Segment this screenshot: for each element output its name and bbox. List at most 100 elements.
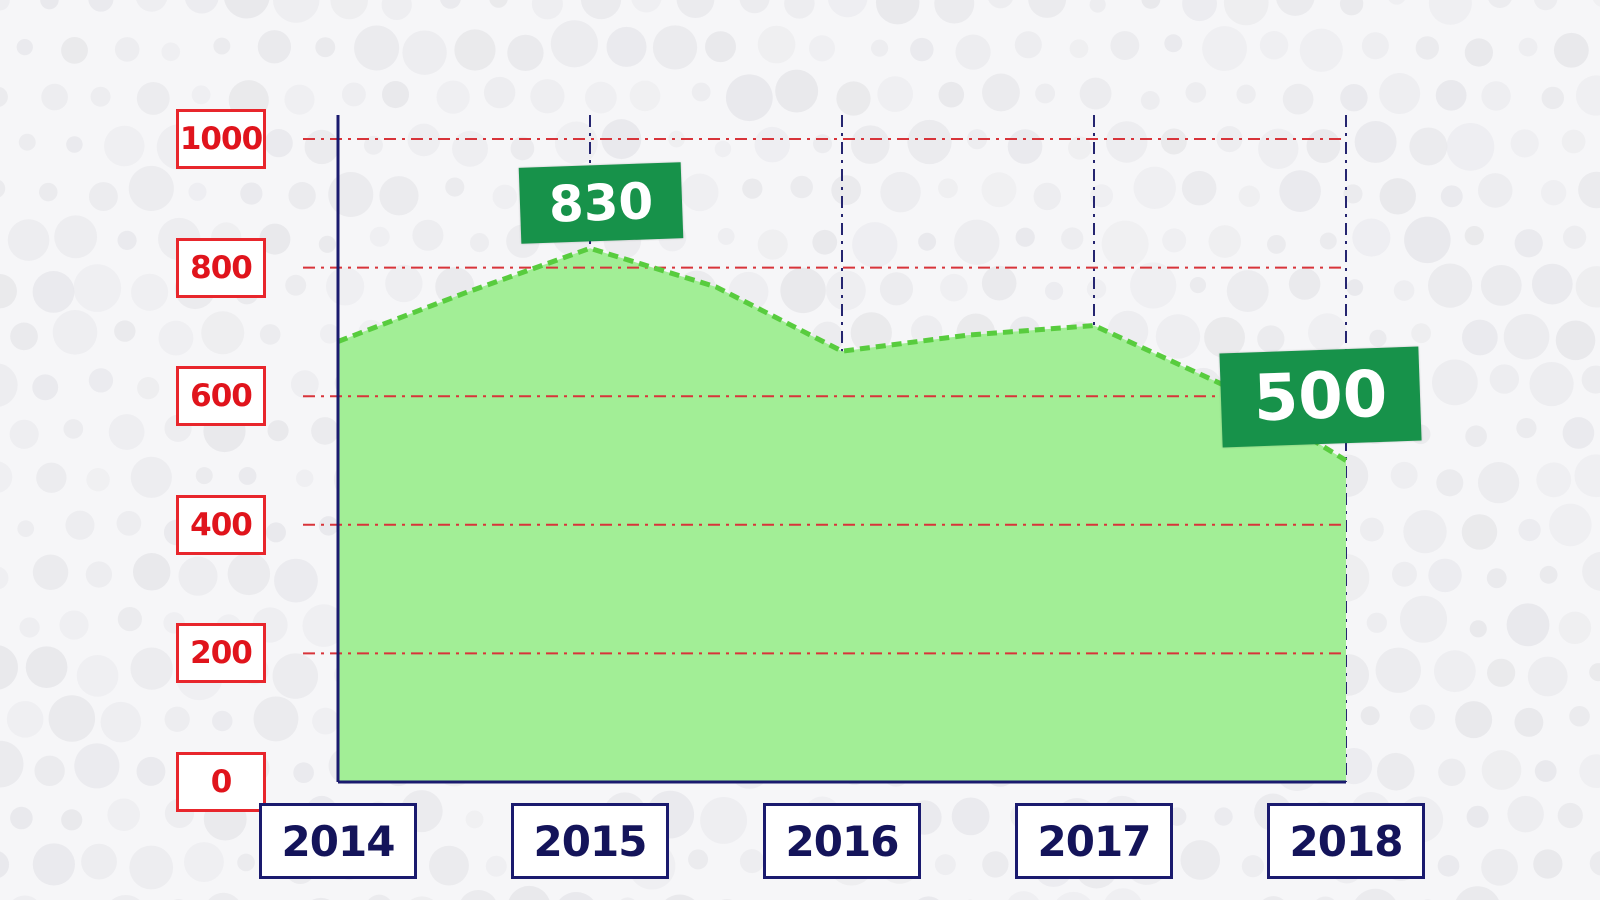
background-dot [1208,225,1242,258]
background-dot [1056,891,1091,900]
background-dot [208,892,239,900]
horizontal-gridlines [303,138,1346,655]
background-dot [530,79,565,114]
background-dot [1531,263,1573,305]
background-dot [65,510,95,540]
background-dot [7,219,50,261]
background-dot [385,264,423,303]
background-dot [32,554,69,590]
background-dot [0,274,17,309]
background-dot [288,182,316,210]
background-dot [1461,514,1498,550]
background-dot [1257,325,1285,353]
background-dot [1437,855,1460,877]
background-dot [224,0,270,19]
background-dot [940,273,968,302]
background-dot [688,849,709,870]
background-dot [136,756,166,786]
background-dot [907,119,952,165]
background-dot [1140,91,1160,110]
background-dot [1202,26,1247,71]
background-dot [117,230,137,250]
background-dot [328,172,374,218]
background-dot [1279,170,1321,212]
background-dot [554,121,598,165]
background-dot [381,80,410,109]
background-dot [717,228,735,245]
background-dot [379,176,419,216]
background-dot [0,180,6,198]
background-dot [1014,31,1042,59]
background-dot [0,740,24,788]
background-dot [1352,218,1391,257]
background-dot [1379,178,1416,215]
background-dot [131,273,169,311]
background-dot [85,561,113,588]
background-dot [691,82,711,102]
series-line [337,245,1348,463]
background-dot [227,552,271,596]
background-dot [827,0,868,18]
background-dot [1090,184,1114,208]
background-dot [808,35,836,62]
background-dot [1089,0,1106,13]
background-dot [16,39,33,56]
background-dot [412,219,444,251]
background-dot [440,0,461,9]
background-dot [981,172,1017,208]
peak-value-callout: 830 [518,162,684,244]
background-dot [1477,173,1513,208]
background-dot [238,467,257,485]
background-dot [363,135,383,155]
background-dot [213,37,231,55]
background-dot [1259,30,1289,60]
background-dot [850,125,890,164]
background-dot [259,223,291,255]
background-dot [1141,0,1161,9]
background-dot [330,0,368,20]
background-dot [1436,469,1464,497]
background-dot [1589,663,1600,682]
background-dot [17,520,35,537]
background-dot [325,267,365,306]
background-dot [982,73,1020,112]
background-dot [1435,79,1467,111]
background-dot [1518,37,1538,57]
background-dot [742,178,763,199]
background-dot [1415,36,1440,60]
background-dot [178,556,218,596]
background-dot [1399,595,1448,643]
background-dot [0,363,18,407]
background-dot [1185,82,1207,103]
y-tick-label: 800 [176,237,266,298]
background-dot [875,0,920,25]
background-dot [114,37,140,62]
background-dot [680,173,719,212]
background-dot [1204,316,1245,358]
background-dot [54,215,98,259]
background-dot [1340,84,1368,112]
background-dot [61,36,88,64]
background-dot [700,797,748,844]
background-dot [1514,229,1543,258]
background-dot [1438,758,1466,787]
background-dot [1589,851,1600,876]
y-tick-label: 1000 [176,109,266,169]
background-dot [934,0,975,24]
background-dot [1409,127,1448,166]
background-dot [1481,848,1518,886]
background-dot [191,85,211,105]
background-dot [880,171,921,213]
background-dot [445,177,465,197]
background-dot [938,81,965,108]
background-dot [48,695,96,742]
background-dot [580,0,622,20]
background-dot [1299,28,1343,72]
background-dot [266,522,286,543]
background-dot [274,558,318,603]
background-dot [1464,38,1493,67]
background-dot [951,797,990,836]
background-dot [285,274,307,296]
background-dot [311,417,339,445]
background-dot [312,897,330,900]
